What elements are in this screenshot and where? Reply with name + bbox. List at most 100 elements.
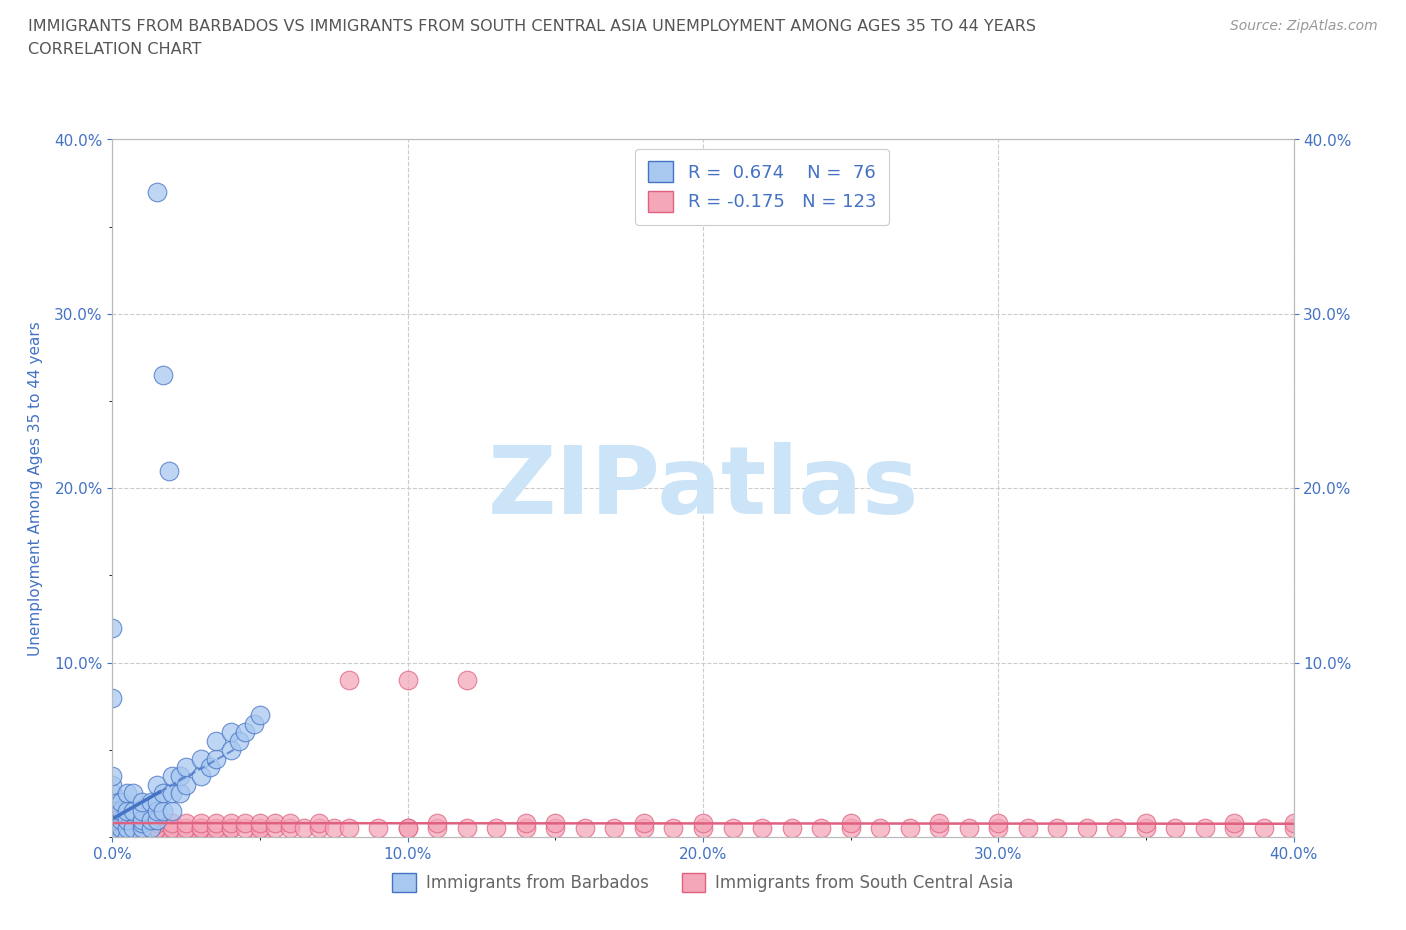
Point: [219, 725, 242, 740]
Point: [152, 804, 174, 818]
Point: [810, 821, 832, 836]
Point: [101, 794, 124, 809]
Point: [839, 816, 862, 830]
Point: [1282, 816, 1305, 830]
Point: [122, 821, 145, 836]
Point: [146, 812, 169, 827]
Point: [928, 821, 950, 836]
Point: [131, 830, 153, 844]
Point: [101, 812, 124, 827]
Point: [1076, 821, 1098, 836]
Point: [101, 804, 124, 818]
Point: [633, 821, 655, 836]
Point: [131, 794, 153, 809]
Point: [101, 830, 124, 844]
Point: [101, 830, 124, 844]
Point: [1194, 821, 1216, 836]
Point: [146, 812, 169, 827]
Point: [264, 816, 287, 830]
Point: [198, 760, 221, 775]
Point: [219, 821, 242, 836]
Point: [152, 367, 174, 382]
Point: [426, 821, 449, 836]
Point: [174, 816, 197, 830]
Point: [662, 821, 685, 836]
Point: [146, 777, 169, 792]
Point: [117, 830, 138, 844]
Point: [101, 821, 124, 836]
Point: [146, 821, 169, 836]
Point: [456, 821, 478, 836]
Point: [603, 821, 626, 836]
Point: [101, 830, 124, 844]
Point: [131, 830, 153, 844]
Point: [205, 751, 228, 766]
Point: [131, 821, 153, 836]
Point: [117, 821, 138, 836]
Point: [101, 821, 124, 836]
Legend: Immigrants from Barbados, Immigrants from South Central Asia: Immigrants from Barbados, Immigrants fro…: [385, 866, 1021, 898]
Point: [101, 830, 124, 844]
Point: [205, 734, 228, 749]
Point: [122, 804, 145, 818]
Point: [233, 816, 256, 830]
Point: [396, 821, 419, 836]
Point: [219, 816, 242, 830]
Point: [721, 821, 744, 836]
Point: [160, 768, 183, 783]
Point: [110, 830, 132, 844]
Point: [278, 821, 301, 836]
Point: [110, 812, 132, 827]
Point: [1105, 821, 1128, 836]
Text: IMMIGRANTS FROM BARBADOS VS IMMIGRANTS FROM SOUTH CENTRAL ASIA UNEMPLOYMENT AMON: IMMIGRANTS FROM BARBADOS VS IMMIGRANTS F…: [28, 19, 1036, 33]
Point: [117, 812, 138, 827]
Point: [101, 830, 124, 844]
Point: [1135, 816, 1157, 830]
Point: [101, 794, 124, 809]
Point: [367, 821, 389, 836]
Point: [249, 830, 271, 844]
Point: [928, 816, 950, 830]
Point: [308, 821, 330, 836]
Text: Source: ZipAtlas.com: Source: ZipAtlas.com: [1230, 19, 1378, 33]
Point: [190, 821, 212, 836]
Point: [101, 830, 124, 844]
Point: [249, 821, 271, 836]
Point: [117, 830, 138, 844]
Point: [101, 812, 124, 827]
Point: [249, 816, 271, 830]
Point: [101, 812, 124, 827]
Point: [101, 830, 124, 844]
Point: [160, 830, 183, 844]
Point: [1253, 821, 1275, 836]
Point: [160, 821, 183, 836]
Point: [898, 821, 921, 836]
Point: [485, 821, 508, 836]
Point: [101, 804, 124, 818]
Point: [243, 716, 266, 731]
Point: [692, 821, 714, 836]
Point: [169, 768, 191, 783]
Point: [131, 821, 153, 836]
Point: [190, 751, 212, 766]
Point: [278, 816, 301, 830]
Point: [131, 804, 153, 818]
Point: [101, 830, 124, 844]
Point: [101, 830, 124, 844]
Point: [957, 821, 980, 836]
Point: [987, 816, 1010, 830]
Point: [117, 804, 138, 818]
Point: [169, 786, 191, 801]
Text: CORRELATION CHART: CORRELATION CHART: [28, 42, 201, 57]
Point: [1223, 821, 1246, 836]
Point: [131, 812, 153, 827]
Point: [264, 821, 287, 836]
Point: [117, 821, 138, 836]
Point: [139, 812, 162, 827]
Point: [101, 804, 124, 818]
Point: [869, 821, 891, 836]
Point: [101, 821, 124, 836]
Point: [101, 821, 124, 836]
Point: [1135, 821, 1157, 836]
Point: [396, 672, 419, 687]
